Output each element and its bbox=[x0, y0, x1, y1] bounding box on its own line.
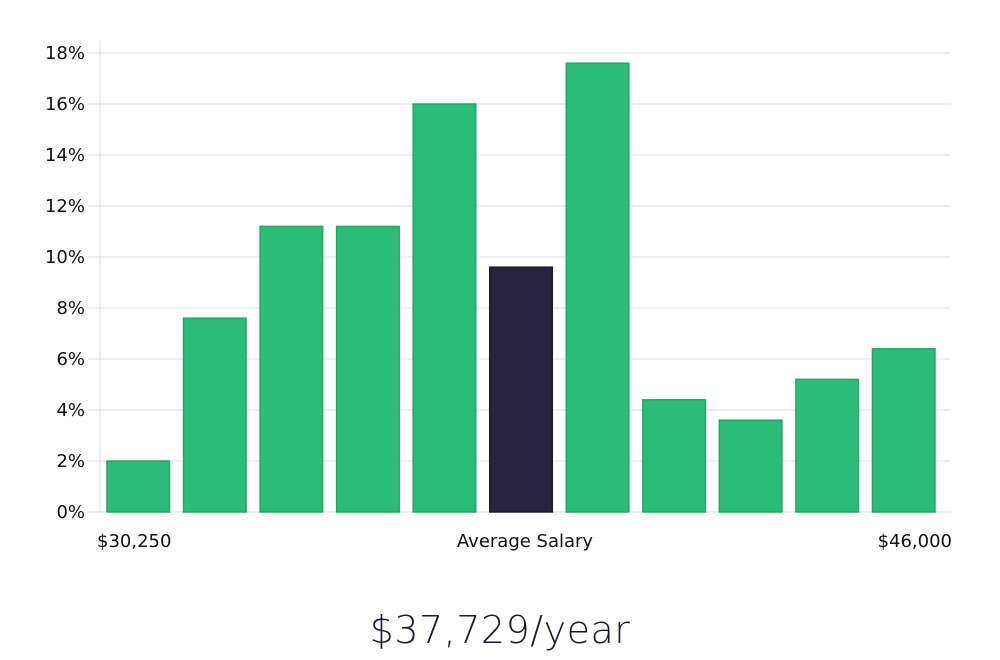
y-tick-label: 18% bbox=[45, 43, 85, 64]
bar bbox=[106, 460, 171, 513]
bar bbox=[718, 419, 783, 513]
x-label-max: $46,000 bbox=[878, 531, 952, 552]
y-tick-label: 6% bbox=[56, 349, 85, 370]
bar bbox=[871, 348, 936, 513]
y-tick-label: 4% bbox=[56, 400, 85, 421]
y-tick-label: 0% bbox=[56, 502, 85, 523]
y-tick-label: 16% bbox=[45, 94, 85, 115]
y-tick-label: 2% bbox=[56, 451, 85, 472]
histogram-svg: 0% 2% 4% 6% 8% 10% 12% 14% 16% 18% $30,250 Average … bbox=[45, 40, 952, 552]
bar bbox=[259, 225, 324, 513]
average-salary-value: $37,729/year bbox=[369, 608, 631, 652]
x-label-min: $30,250 bbox=[97, 531, 171, 552]
bar bbox=[182, 317, 247, 513]
bar bbox=[565, 62, 630, 513]
y-tick-label: 10% bbox=[45, 247, 85, 268]
y-tick-label: 8% bbox=[56, 298, 85, 319]
bar bbox=[642, 399, 707, 513]
x-label-center: Average Salary bbox=[457, 531, 594, 552]
y-tick-label: 14% bbox=[45, 145, 85, 166]
bar bbox=[795, 378, 860, 513]
bar bbox=[335, 225, 400, 513]
highlighted-bar bbox=[488, 266, 554, 513]
y-tick-label: 12% bbox=[45, 196, 85, 217]
bar bbox=[412, 103, 477, 513]
